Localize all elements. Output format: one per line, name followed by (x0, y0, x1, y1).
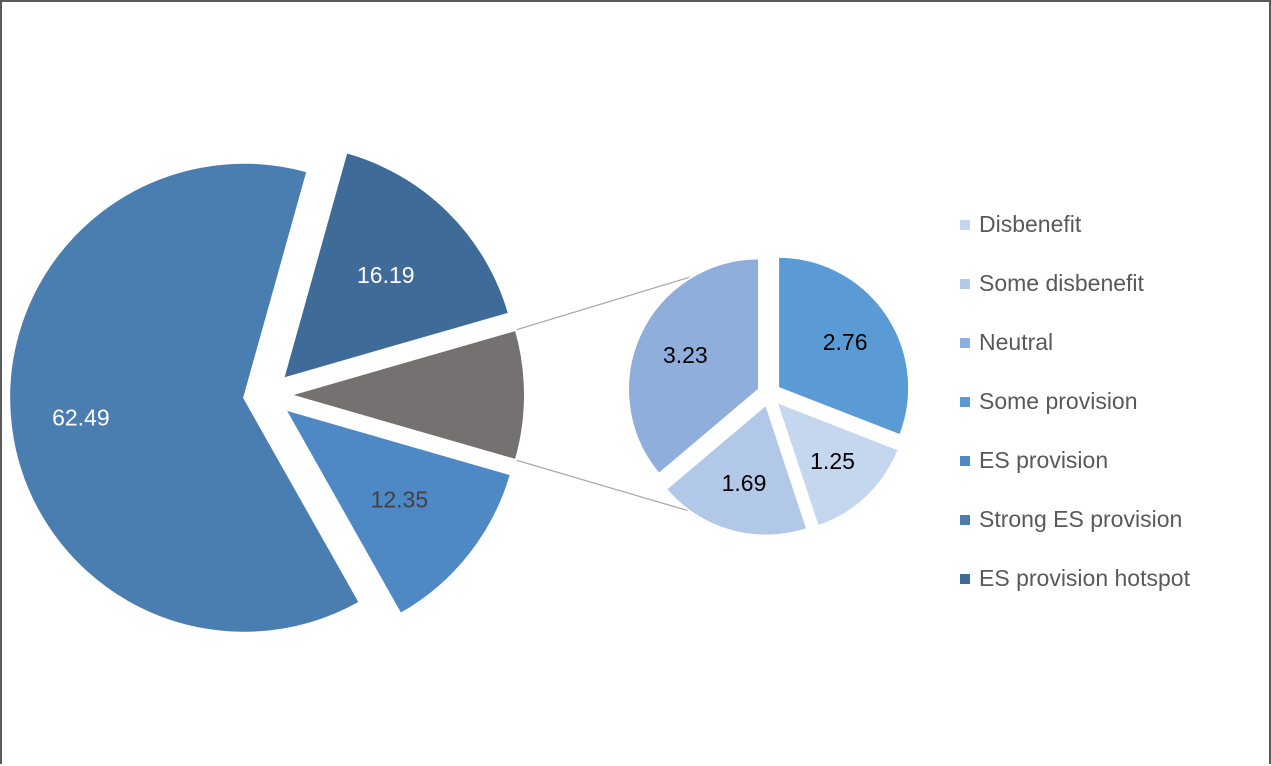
main-pie (8, 151, 526, 634)
secondary-slice-some-disbenefit (664, 402, 809, 537)
legend-item-es-provision: ES provision (960, 431, 1190, 490)
legend-item-es-provision-hotspot: ES provision hotspot (960, 549, 1190, 608)
secondary-slice-some-provision (777, 255, 911, 437)
main-slice-es-provision-hotspot (281, 151, 511, 381)
data-label-disbenefit: 1.25 (810, 448, 855, 474)
data-label-es-provision: 12.35 (371, 487, 429, 513)
data-label-some-disbenefit: 1.69 (722, 470, 767, 496)
legend-label: Some provision (979, 388, 1138, 414)
legend-swatch (960, 396, 970, 407)
data-labels: 62.49 16.19 12.35 2.76 1.25 1.69 3.23 (52, 262, 867, 512)
legend-item-some-disbenefit: Some disbenefit (960, 254, 1190, 313)
legend-swatch (960, 573, 970, 584)
legend-label: ES provision (979, 447, 1109, 473)
legend-item-some-provision: Some provision (960, 372, 1190, 431)
legend: Disbenefit Some disbenefit Neutral Some … (960, 195, 1190, 608)
legend-label: Strong ES provision (979, 506, 1183, 532)
secondary-slice-disbenefit (774, 400, 900, 528)
data-label-strong-es-provision: 62.49 (52, 405, 110, 431)
data-label-es-provision-hotspot: 16.19 (357, 262, 415, 288)
connector-line-top (515, 266, 724, 331)
main-slice-strong-es-provision (8, 161, 362, 634)
legend-item-neutral: Neutral (960, 313, 1190, 372)
legend-item-disbenefit: Disbenefit (960, 195, 1190, 254)
legend-label: Disbenefit (979, 211, 1082, 237)
legend-label: Some disbenefit (979, 270, 1144, 296)
legend-label: ES provision hotspot (979, 565, 1190, 591)
secondary-slice-neutral (627, 257, 761, 476)
data-label-neutral: 3.23 (663, 342, 708, 368)
legend-swatch (960, 455, 970, 466)
legend-swatch (960, 219, 970, 230)
secondary-pie (627, 255, 911, 537)
main-slice-other (286, 328, 526, 462)
legend-swatch (960, 278, 970, 289)
legend-label: Neutral (979, 329, 1054, 355)
legend-item-strong-es-provision: Strong ES provision (960, 490, 1190, 549)
legend-swatch (960, 514, 970, 525)
legend-swatch (960, 337, 970, 348)
data-label-some-provision: 2.76 (823, 329, 868, 355)
main-slice-es-provision (282, 407, 513, 616)
